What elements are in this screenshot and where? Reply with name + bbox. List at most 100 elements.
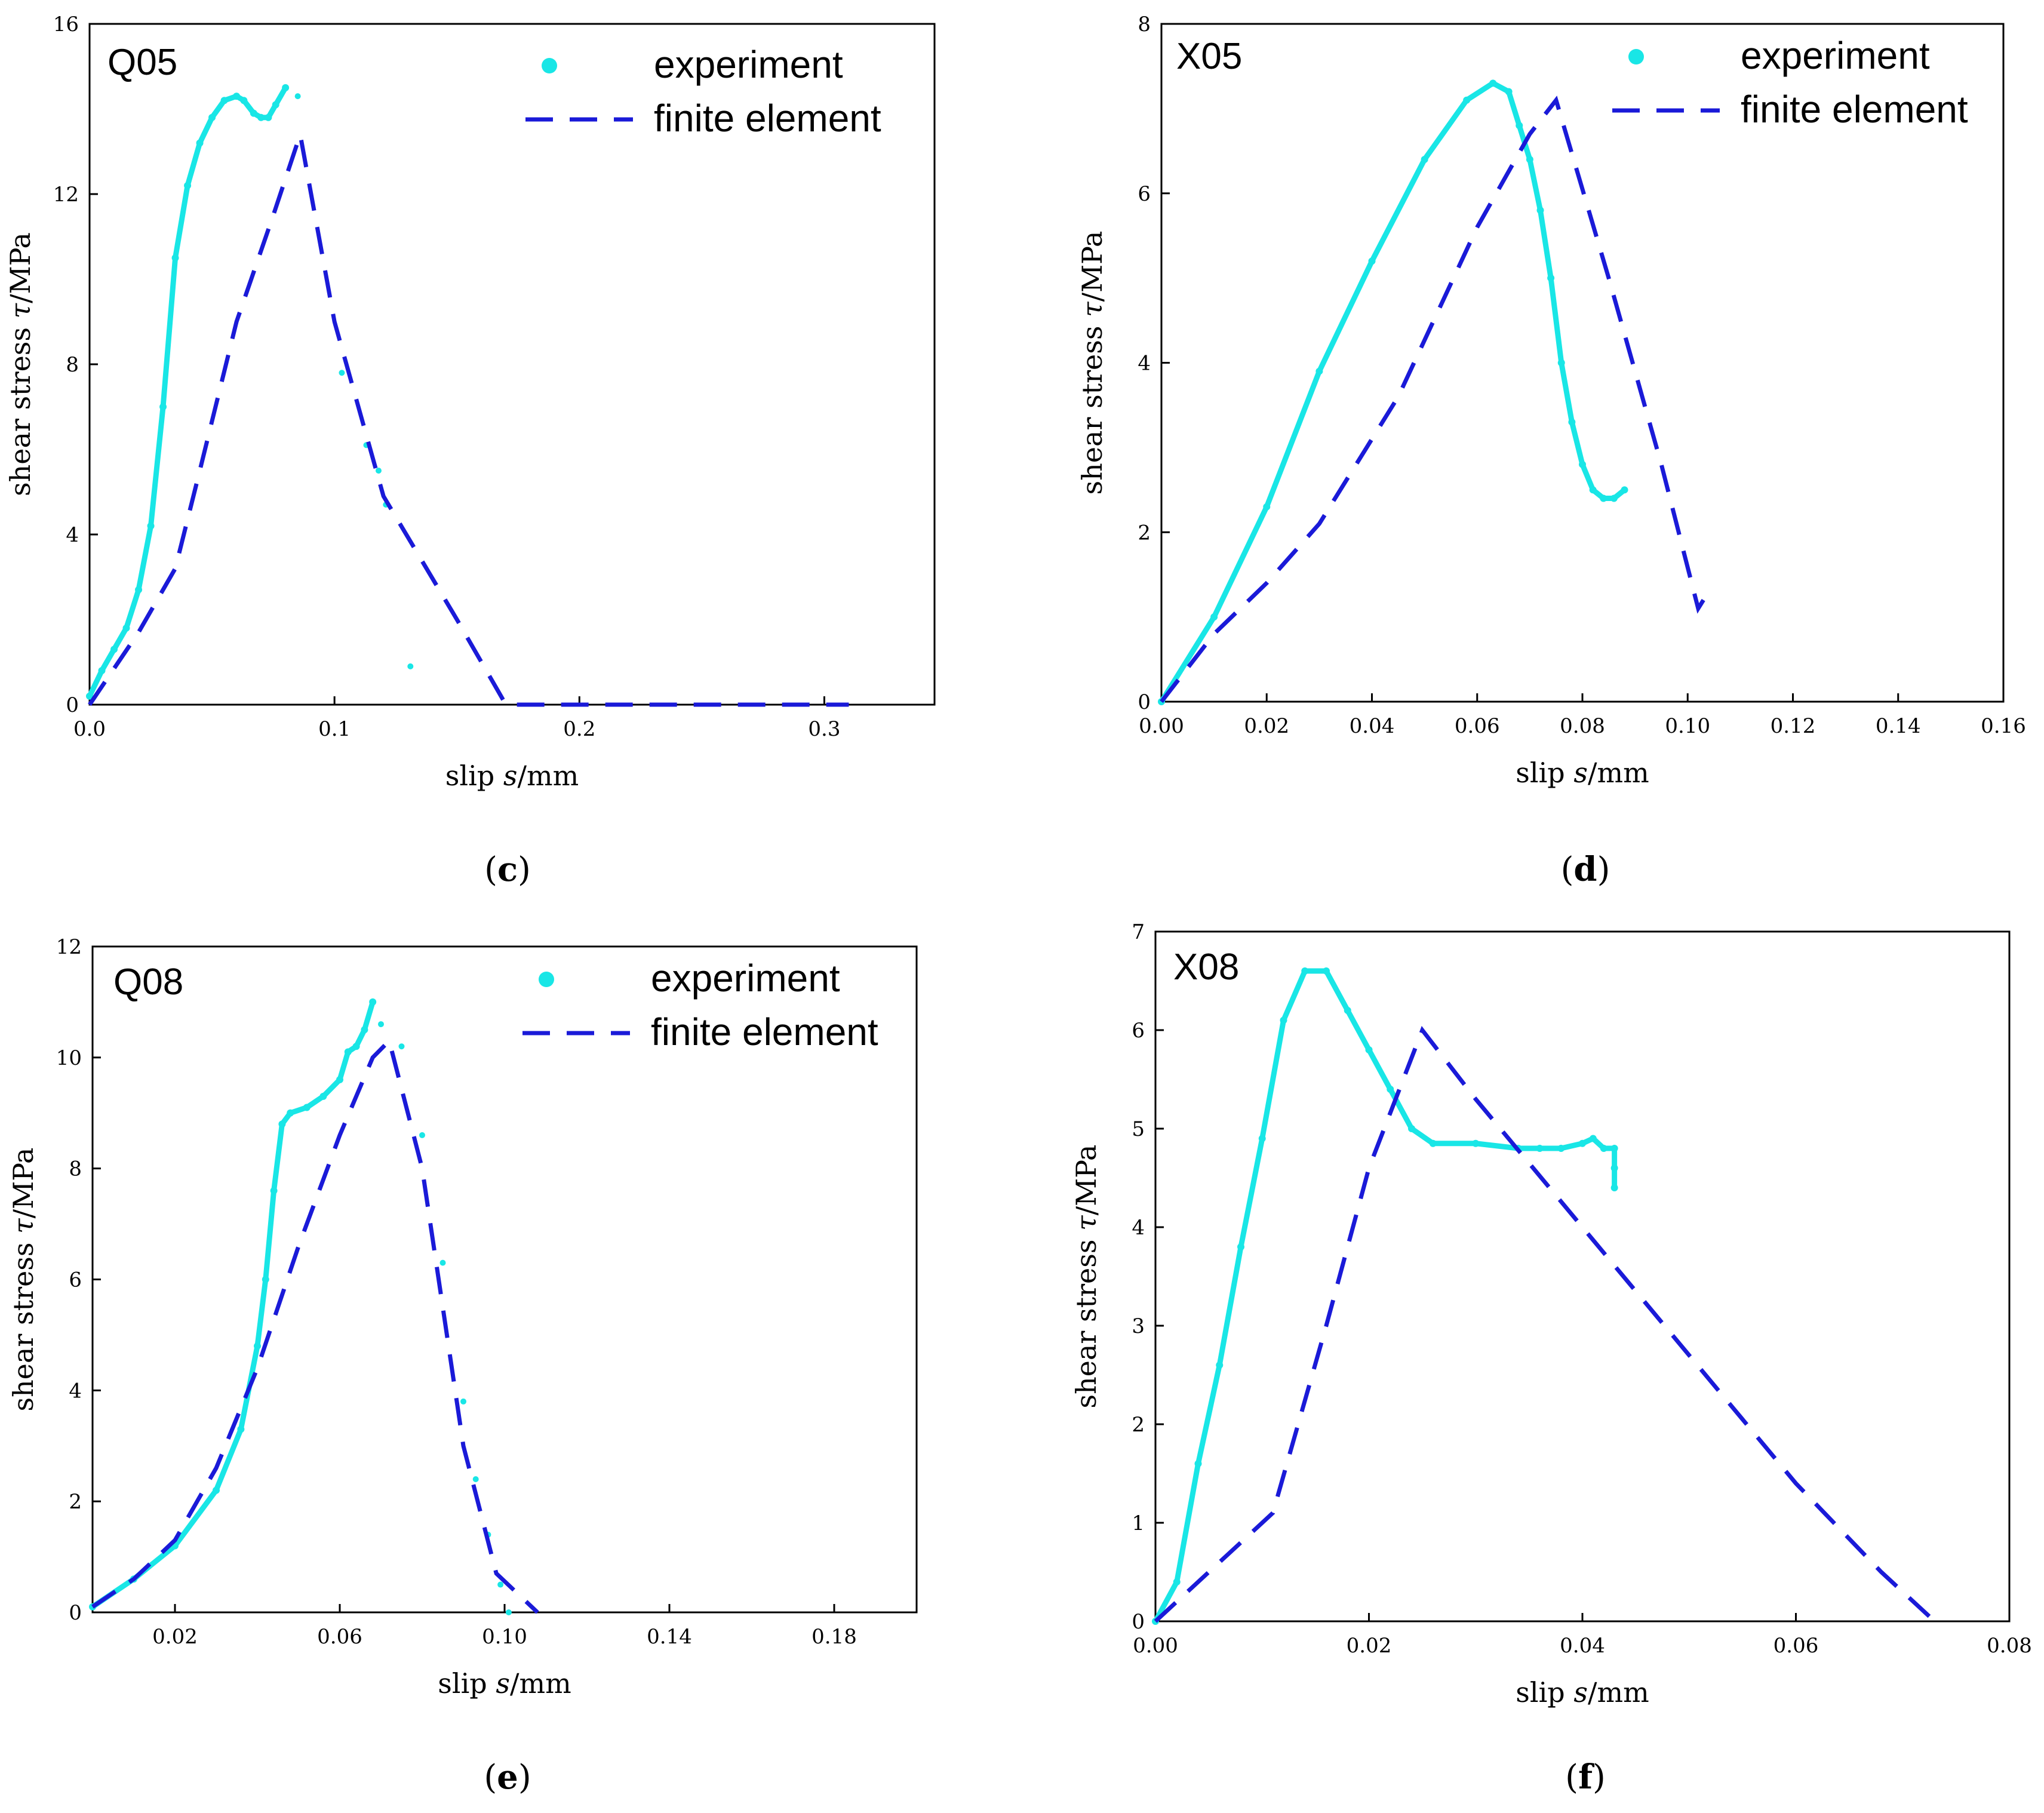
- experiment-point: [294, 93, 301, 100]
- experiment-point: [196, 139, 204, 147]
- legend-experiment-marker: [539, 972, 554, 987]
- y-tick-label: 2: [1138, 521, 1151, 545]
- experiment-point: [237, 1425, 245, 1433]
- panel-c: 0.0 0.1 0.2 0.3 0 4 8 12 16 slip s/mm shear stress…: [4, 13, 936, 889]
- x-tick-label: 0.06: [1455, 714, 1500, 738]
- experiment-point: [472, 1476, 479, 1482]
- legend-experiment-label: experiment: [1741, 34, 1930, 77]
- experiment-point: [1589, 486, 1597, 494]
- x-axis-label: slip s/mm: [1516, 1676, 1649, 1708]
- experiment-point: [262, 1276, 269, 1283]
- experiment-point: [1610, 1164, 1618, 1172]
- experiment-point: [1579, 1139, 1586, 1147]
- y-tick-label: 6: [1132, 1019, 1145, 1043]
- x-axis-label: slip s/mm: [445, 760, 579, 792]
- experiment-point: [1387, 1086, 1394, 1093]
- x-tick-label: 0.0: [73, 717, 106, 741]
- experiment-point: [282, 84, 290, 91]
- legend-finite-element-label: finite element: [651, 1010, 878, 1053]
- experiment-point: [1210, 613, 1218, 621]
- x-tick-label: 0.2: [563, 717, 595, 741]
- experiment-point: [98, 667, 106, 674]
- experiment-point: [1237, 1243, 1244, 1250]
- experiment-point: [1505, 88, 1513, 96]
- experiment-point: [1589, 1135, 1597, 1142]
- y-tick-label: 10: [56, 1046, 82, 1070]
- experiment-point: [1365, 1046, 1373, 1053]
- experiment-point: [339, 370, 345, 376]
- experiment-point: [460, 1398, 466, 1405]
- experiment-point: [1344, 1007, 1351, 1014]
- experiment-point: [159, 403, 167, 411]
- experiment-point: [361, 1026, 368, 1034]
- x-tick-label: 0.04: [1350, 714, 1395, 738]
- y-tick-label: 12: [53, 183, 79, 207]
- panel-tag: Q05: [107, 42, 177, 83]
- experiment-point: [122, 624, 130, 632]
- y-tick-label: 6: [69, 1268, 82, 1292]
- legend-experiment-label: experiment: [654, 43, 843, 86]
- y-tick-label: 0: [1132, 1610, 1145, 1634]
- experiment-point: [1429, 1139, 1437, 1147]
- experiment-point: [208, 113, 216, 121]
- y-tick-label: 1: [1132, 1511, 1145, 1535]
- experiment-trace: [1152, 968, 1618, 1624]
- legend-finite-element-label: finite element: [1741, 88, 1968, 131]
- x-tick-label: 0.14: [647, 1625, 692, 1649]
- experiment-point: [270, 1187, 278, 1194]
- y-tick-label: 16: [53, 13, 79, 36]
- panel-caption: (f): [1565, 1757, 1606, 1797]
- x-tick-label: 0.06: [1773, 1634, 1819, 1658]
- experiment-point: [110, 646, 118, 653]
- y-axis-label: shear stress τ/MPa: [1076, 231, 1108, 494]
- experiment-point: [344, 1048, 352, 1056]
- experiment-point: [257, 113, 265, 121]
- legend-experiment-marker: [1628, 49, 1644, 64]
- experiment-point: [287, 1109, 294, 1117]
- x-tick-label: 0.04: [1560, 1634, 1605, 1658]
- experiment-point: [1557, 1145, 1565, 1152]
- y-tick-label: 3: [1132, 1314, 1145, 1338]
- experiment-point: [1258, 1135, 1266, 1142]
- experiment-point: [1579, 460, 1586, 468]
- experiment-point: [1323, 967, 1330, 975]
- experiment-point: [1536, 1145, 1544, 1152]
- finite-element-line: [1160, 96, 1705, 703]
- experiment-point: [278, 1120, 286, 1128]
- experiment-point: [1610, 1145, 1618, 1152]
- legend-experiment-marker: [542, 58, 557, 73]
- experiment-point: [1472, 1139, 1480, 1147]
- y-tick-label: 2: [1132, 1413, 1145, 1437]
- y-tick-label: 4: [66, 523, 79, 547]
- experiment-point: [1568, 418, 1576, 426]
- y-tick-label: 4: [69, 1379, 82, 1403]
- y-tick-label: 8: [69, 1157, 82, 1181]
- experiment-point: [336, 1076, 343, 1083]
- experiment-point: [1489, 79, 1497, 87]
- y-tick-label: 2: [69, 1490, 82, 1514]
- experiment-point: [1280, 1016, 1287, 1024]
- experiment-point: [303, 1104, 311, 1111]
- experiment-point: [1368, 257, 1376, 265]
- experiment-point: [1547, 274, 1555, 282]
- experiment-point: [319, 1092, 327, 1100]
- panel-f: 0.00 0.02 0.04 0.06 0.08 0 1 2 3 4 5 6 7 slip s/mm she…: [1070, 920, 2032, 1797]
- experiment-point: [378, 1021, 384, 1028]
- x-tick-label: 0.00: [1139, 714, 1184, 738]
- y-axis-label: shear stress τ/MPa: [1070, 1144, 1102, 1408]
- experiment-point: [1600, 1145, 1607, 1152]
- x-tick-label: 0.3: [808, 717, 840, 741]
- experiment-point: [240, 97, 248, 105]
- experiment-point: [86, 692, 93, 700]
- experiment-point: [171, 254, 179, 262]
- experiment-point: [375, 468, 382, 474]
- panel-caption: (c): [484, 850, 531, 889]
- experiment-point: [1621, 486, 1628, 494]
- x-tick-label: 0.12: [1771, 714, 1816, 738]
- y-tick-label: 0: [66, 693, 79, 717]
- experiment-point: [1610, 1184, 1618, 1191]
- experiment-point: [1536, 207, 1544, 214]
- experiment-point: [1610, 494, 1618, 502]
- experiment-point: [1463, 96, 1471, 104]
- x-axis-label: slip s/mm: [438, 1667, 571, 1700]
